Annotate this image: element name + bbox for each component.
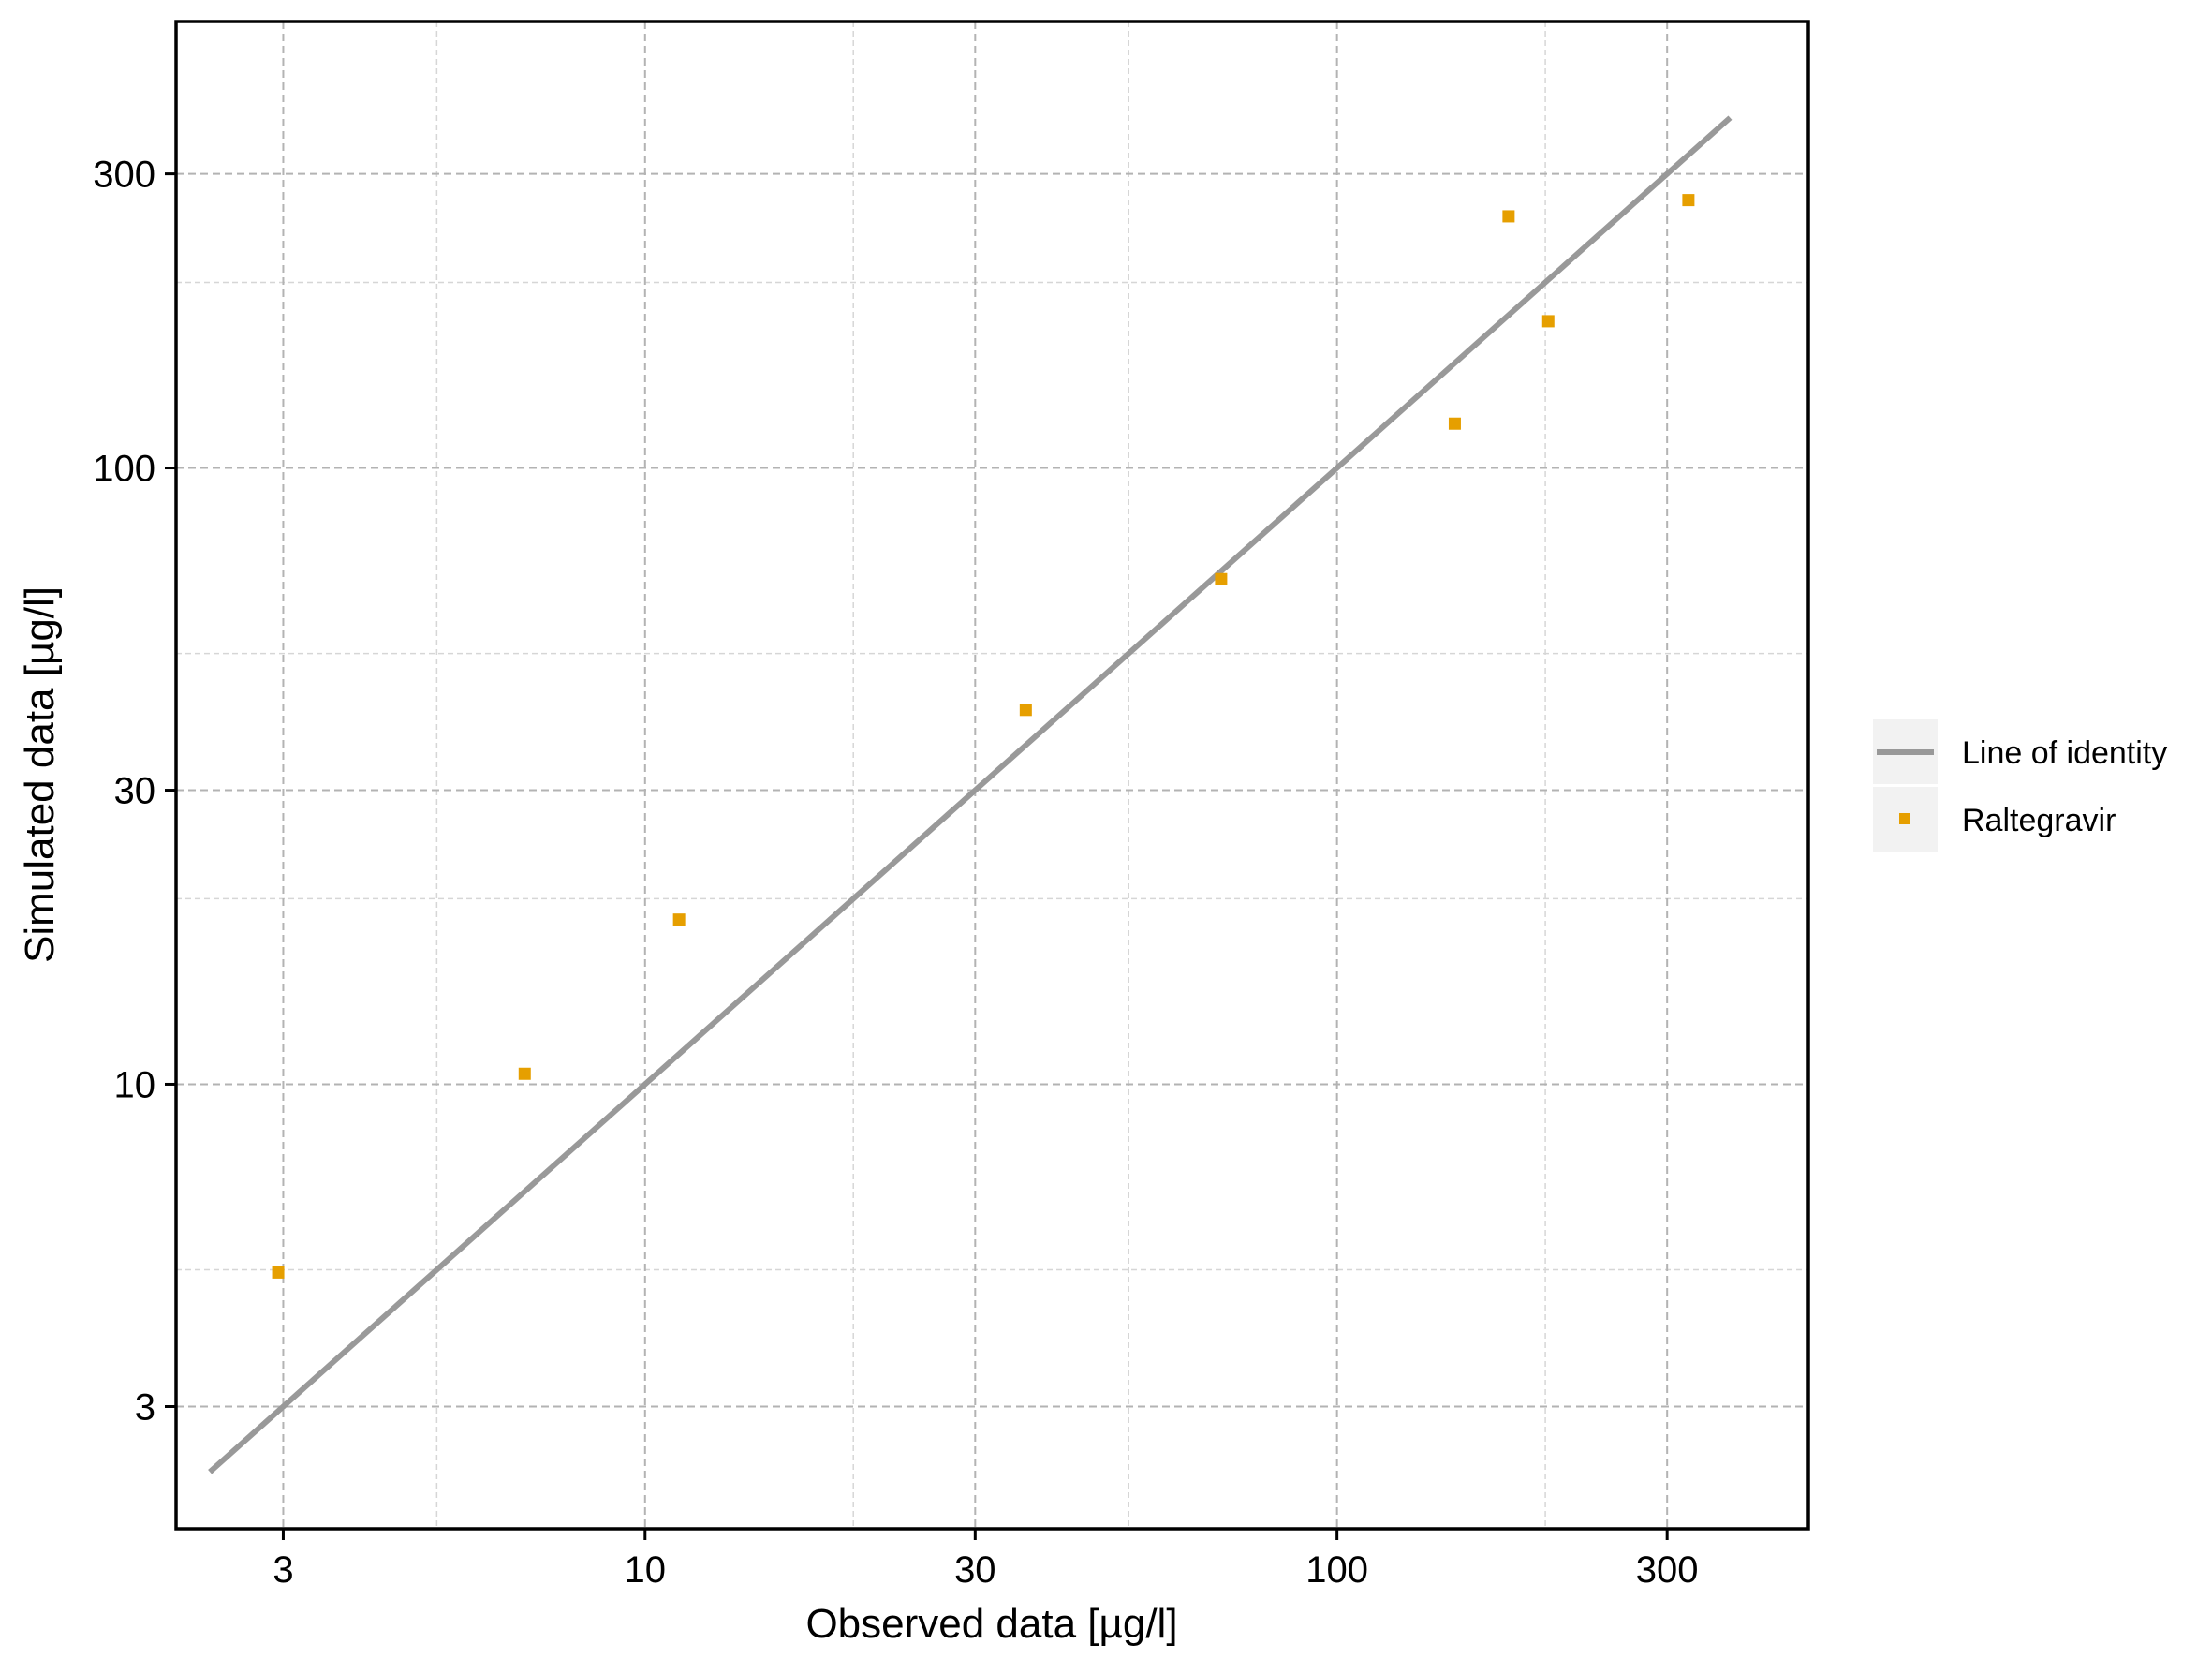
data-point [272, 1266, 285, 1279]
y-axis-ticks: 3 10 30 100 300 [93, 155, 176, 1428]
legend: Line of identity Raltegravir [1873, 719, 2167, 852]
identity-line [208, 115, 1733, 1474]
y-tick-label: 3 [135, 1386, 155, 1428]
y-tick-label: 300 [93, 155, 155, 196]
x-tick-label: 3 [273, 1549, 293, 1591]
legend-key-point [1899, 813, 1910, 824]
x-tick-label: 10 [625, 1549, 667, 1591]
x-tick-label: 300 [1636, 1549, 1699, 1591]
x-tick-label: 100 [1305, 1549, 1368, 1591]
x-axis-ticks: 3 10 30 100 300 [273, 1529, 1699, 1591]
y-axis-title: Simulated data [µg/l] [17, 586, 63, 963]
grid-lines [176, 22, 1808, 1529]
data-point [1502, 210, 1515, 223]
data-point [518, 1067, 531, 1080]
y-tick-label: 100 [93, 449, 155, 490]
plot-frame [174, 20, 1810, 1531]
data-point [1448, 417, 1461, 430]
legend-label-line-of-identity: Line of identity [1962, 735, 2167, 771]
legend-label-raltegravir: Raltegravir [1962, 803, 2116, 838]
data-point [1019, 704, 1032, 717]
data-point [1215, 572, 1228, 585]
data-point [672, 913, 686, 926]
y-tick-label: 30 [114, 771, 156, 812]
chart-series [208, 115, 1733, 1474]
x-tick-label: 30 [954, 1549, 996, 1591]
data-point [1541, 315, 1555, 328]
data-point [1682, 194, 1695, 207]
x-axis-title: Observed data [µg/l] [805, 1601, 1177, 1647]
y-tick-label: 10 [114, 1064, 156, 1105]
